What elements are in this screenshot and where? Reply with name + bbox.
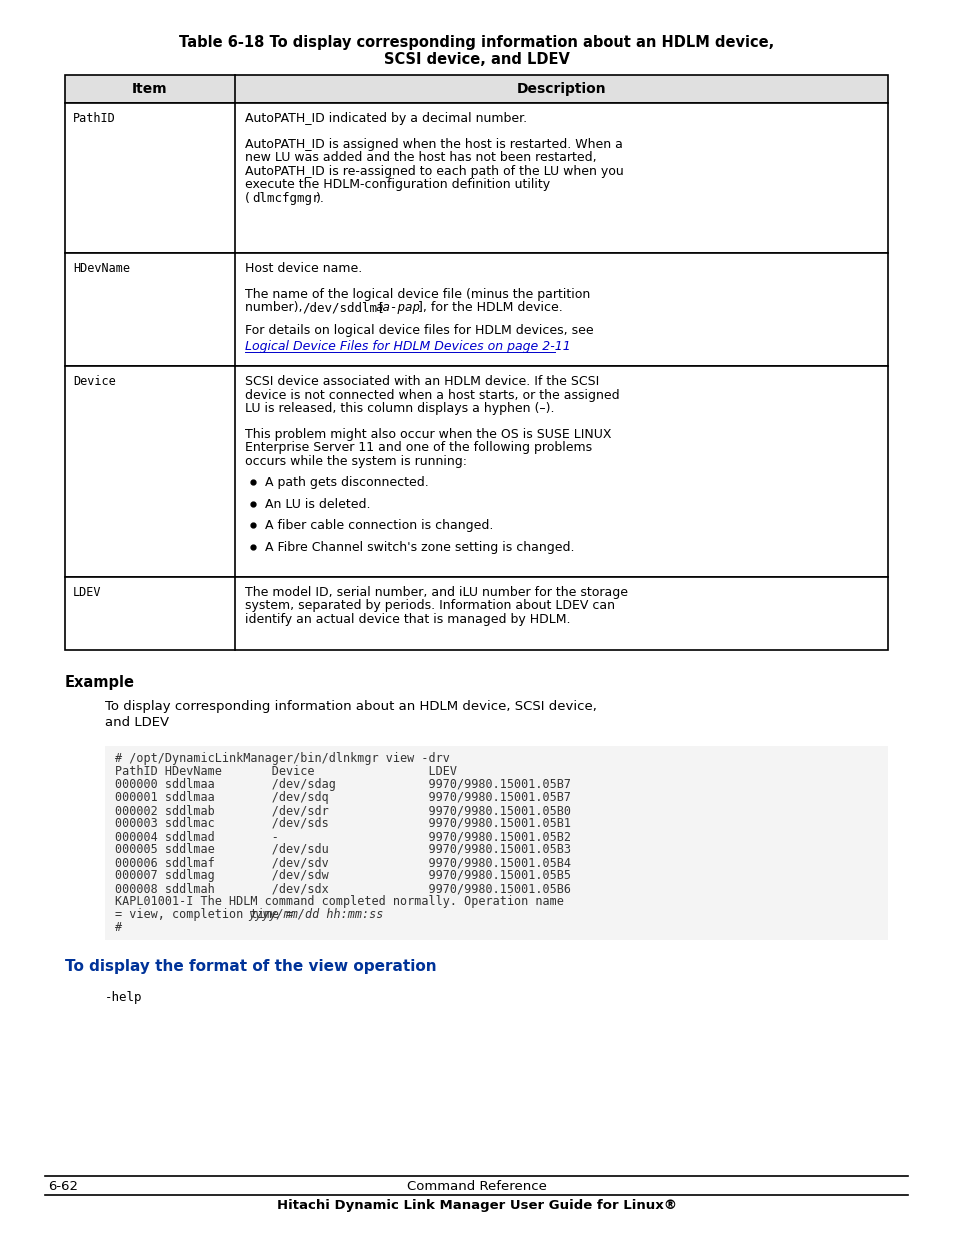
Text: ], for the HDLM device.: ], for the HDLM device. — [417, 301, 562, 314]
Text: A path gets disconnected.: A path gets disconnected. — [265, 477, 428, 489]
Text: An LU is deleted.: An LU is deleted. — [265, 498, 370, 511]
Text: PathID HDevName       Device                LDEV: PathID HDevName Device LDEV — [115, 764, 456, 778]
Text: A Fibre Channel switch's zone setting is changed.: A Fibre Channel switch's zone setting is… — [265, 541, 574, 555]
Text: # /opt/DynamicLinkManager/bin/dlnkmgr view -drv: # /opt/DynamicLinkManager/bin/dlnkmgr vi… — [115, 752, 450, 764]
Text: Table 6-18 To display corresponding information about an HDLM device,: Table 6-18 To display corresponding info… — [179, 35, 774, 49]
Text: A fiber cable connection is changed.: A fiber cable connection is changed. — [265, 520, 493, 532]
Text: ).: ). — [315, 191, 325, 205]
Text: 000007 sddlmag        /dev/sdw              9970/9980.15001.05B5: 000007 sddlmag /dev/sdw 9970/9980.15001.… — [115, 869, 571, 882]
Text: Enterprise Server 11 and one of the following problems: Enterprise Server 11 and one of the foll… — [245, 441, 592, 454]
Text: HDevName: HDevName — [73, 262, 130, 275]
Text: 000000 sddlmaa        /dev/sdag             9970/9980.15001.05B7: 000000 sddlmaa /dev/sdag 9970/9980.15001… — [115, 778, 571, 790]
Text: SCSI device, and LDEV: SCSI device, and LDEV — [384, 52, 569, 67]
Text: 000006 sddlmaf        /dev/sdv              9970/9980.15001.05B4: 000006 sddlmaf /dev/sdv 9970/9980.15001.… — [115, 856, 571, 869]
Text: occurs while the system is running:: occurs while the system is running: — [245, 454, 467, 468]
Text: AutoPATH_ID is assigned when the host is restarted. When a: AutoPATH_ID is assigned when the host is… — [245, 137, 622, 151]
Text: Logical Device Files for HDLM Devices on page 2-11: Logical Device Files for HDLM Devices on… — [245, 341, 570, 353]
Text: 000003 sddlmac        /dev/sds              9970/9980.15001.05B1: 000003 sddlmac /dev/sds 9970/9980.15001.… — [115, 818, 571, 830]
Text: AutoPATH_ID indicated by a decimal number.: AutoPATH_ID indicated by a decimal numbe… — [245, 112, 527, 125]
Text: identify an actual device that is managed by HDLM.: identify an actual device that is manage… — [245, 613, 570, 626]
Text: .: . — [557, 341, 560, 353]
Text: 000008 sddlmah        /dev/sdx              9970/9980.15001.05B6: 000008 sddlmah /dev/sdx 9970/9980.15001.… — [115, 882, 571, 895]
Text: AutoPATH_ID is re-assigned to each path of the LU when you: AutoPATH_ID is re-assigned to each path … — [245, 164, 623, 178]
Bar — [65, 253, 887, 366]
Bar — [65, 577, 887, 650]
Text: Device: Device — [73, 375, 115, 388]
Bar — [105, 746, 887, 940]
Text: To display corresponding information about an HDLM device, SCSI device,: To display corresponding information abo… — [105, 700, 597, 713]
Text: 000004 sddlmad        -                     9970/9980.15001.05B2: 000004 sddlmad - 9970/9980.15001.05B2 — [115, 830, 571, 844]
Text: system, separated by periods. Information about LDEV can: system, separated by periods. Informatio… — [245, 599, 615, 613]
Text: This problem might also occur when the OS is SUSE LINUX: This problem might also occur when the O… — [245, 427, 611, 441]
Text: Command Reference: Command Reference — [407, 1179, 546, 1193]
Text: 000001 sddlmaa        /dev/sdq              9970/9980.15001.05B7: 000001 sddlmaa /dev/sdq 9970/9980.15001.… — [115, 790, 571, 804]
Text: SCSI device associated with an HDLM device. If the SCSI: SCSI device associated with an HDLM devi… — [245, 375, 598, 388]
Text: For details on logical device files for HDLM devices, see: For details on logical device files for … — [245, 324, 593, 337]
Text: To display the format of the view operation: To display the format of the view operat… — [65, 960, 436, 974]
Text: execute the HDLM-configuration definition utility: execute the HDLM-configuration definitio… — [245, 178, 550, 191]
Text: 6-62: 6-62 — [48, 1179, 78, 1193]
Text: Host device name.: Host device name. — [245, 262, 362, 275]
Text: -help: -help — [105, 990, 142, 1004]
Text: LU is released, this column displays a hyphen (–).: LU is released, this column displays a h… — [245, 403, 554, 415]
Text: Example: Example — [65, 676, 135, 690]
Text: (: ( — [245, 191, 250, 205]
Text: number),: number), — [245, 301, 306, 314]
Text: 000002 sddlmab        /dev/sdr              9970/9980.15001.05B0: 000002 sddlmab /dev/sdr 9970/9980.15001.… — [115, 804, 571, 818]
Text: device is not connected when a host starts, or the assigned: device is not connected when a host star… — [245, 389, 619, 401]
Text: Description: Description — [517, 82, 606, 96]
Text: = view, completion time =: = view, completion time = — [115, 908, 300, 921]
Text: Item: Item — [132, 82, 168, 96]
Text: new LU was added and the host has not been restarted,: new LU was added and the host has not be… — [245, 151, 596, 164]
Bar — [65, 366, 887, 577]
Bar — [65, 75, 887, 103]
Text: and LDEV: and LDEV — [105, 716, 169, 729]
Bar — [65, 103, 887, 253]
Text: /dev/sddlm[: /dev/sddlm[ — [302, 301, 384, 314]
Text: The model ID, serial number, and iLU number for the storage: The model ID, serial number, and iLU num… — [245, 585, 627, 599]
Text: dlmcfgmgr: dlmcfgmgr — [252, 191, 319, 205]
Text: The name of the logical device file (minus the partition: The name of the logical device file (min… — [245, 288, 590, 300]
Text: 000005 sddlmae        /dev/sdu              9970/9980.15001.05B3: 000005 sddlmae /dev/sdu 9970/9980.15001.… — [115, 844, 571, 856]
Text: aa-pap: aa-pap — [375, 301, 420, 314]
Text: Hitachi Dynamic Link Manager User Guide for Linux®: Hitachi Dynamic Link Manager User Guide … — [276, 1199, 677, 1212]
Text: PathID: PathID — [73, 112, 115, 125]
Text: yyyy/mm/dd hh:mm:ss: yyyy/mm/dd hh:mm:ss — [248, 908, 383, 921]
Text: #: # — [115, 921, 122, 934]
Text: KAPL01001-I The HDLM command completed normally. Operation name: KAPL01001-I The HDLM command completed n… — [115, 895, 563, 908]
Text: LDEV: LDEV — [73, 585, 101, 599]
